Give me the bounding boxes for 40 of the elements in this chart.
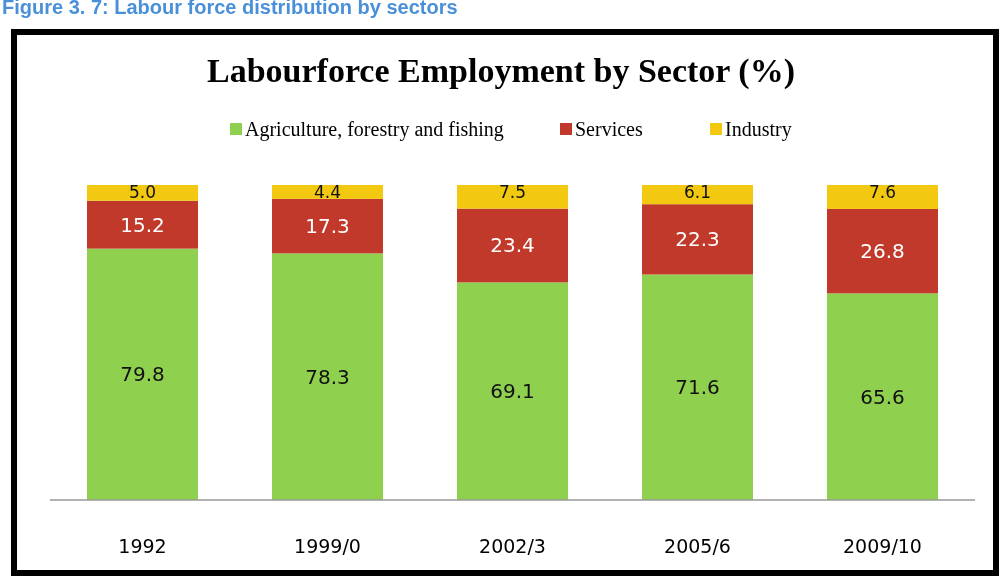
data-label: 7.6 bbox=[868, 182, 897, 202]
data-label: 5.0 bbox=[128, 182, 157, 202]
bar bbox=[272, 253, 383, 500]
data-label: 79.8 bbox=[120, 362, 165, 387]
bar bbox=[457, 185, 568, 209]
bar bbox=[272, 185, 383, 199]
bar bbox=[642, 185, 753, 205]
bar bbox=[87, 200, 198, 249]
x-tick-label: 2005/6 bbox=[664, 535, 731, 557]
data-label: 22.3 bbox=[675, 227, 720, 252]
data-label: 78.3 bbox=[305, 364, 350, 389]
bar bbox=[642, 204, 753, 275]
x-tick-label: 2002/3 bbox=[479, 535, 546, 557]
bar bbox=[827, 185, 938, 209]
bar bbox=[272, 198, 383, 254]
data-label: 4.4 bbox=[313, 182, 342, 202]
data-label: 6.1 bbox=[683, 182, 712, 202]
data-label: 65.6 bbox=[860, 384, 905, 409]
legend-label: Industry bbox=[725, 118, 792, 141]
legend-label: Agriculture, forestry and fishing bbox=[245, 118, 504, 141]
bar bbox=[457, 208, 568, 283]
data-label: 23.4 bbox=[490, 233, 535, 258]
legend-label: Services bbox=[575, 118, 643, 140]
data-label: 71.6 bbox=[675, 375, 720, 400]
data-label: 17.3 bbox=[305, 214, 350, 239]
bar bbox=[87, 185, 198, 201]
data-label: 15.2 bbox=[120, 212, 165, 237]
bar bbox=[457, 282, 568, 500]
data-label: 69.1 bbox=[490, 379, 535, 404]
x-tick-label: 2009/10 bbox=[843, 535, 922, 557]
x-tick-label: 1992 bbox=[118, 535, 167, 557]
bar bbox=[87, 248, 198, 500]
x-tick-label: 1999/0 bbox=[294, 535, 361, 557]
caption: Figure 3. 7: Labour force distribution by sectors bbox=[2, 0, 458, 18]
bar bbox=[642, 274, 753, 500]
chart-title: Labourforce Employment by Sector (%) bbox=[206, 52, 796, 90]
data-label: 26.8 bbox=[860, 239, 905, 264]
data-label: 7.5 bbox=[498, 182, 527, 202]
bar bbox=[827, 208, 938, 294]
bar bbox=[827, 293, 938, 500]
